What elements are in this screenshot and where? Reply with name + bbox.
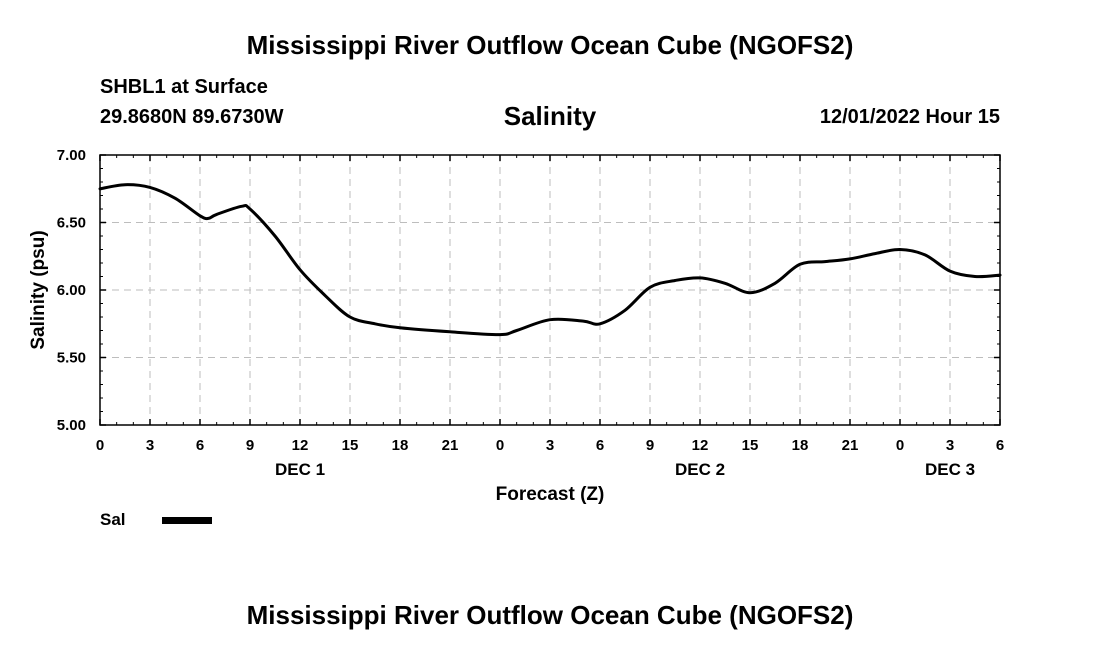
x-tick-label: 21 (442, 437, 459, 454)
x-tick-label: 6 (996, 437, 1004, 454)
main-title: Mississippi River Outflow Ocean Cube (NG… (246, 30, 854, 60)
date-label: DEC 2 (675, 460, 725, 479)
date-label: DEC 3 (925, 460, 975, 479)
axis-ticks (99, 154, 1001, 426)
x-tick-label: 21 (842, 437, 859, 454)
x-tick-label: 15 (742, 437, 759, 454)
x-tick-label: 6 (196, 437, 204, 454)
x-tick-label: 6 (596, 437, 604, 454)
x-tick-label: 0 (96, 437, 104, 454)
series-line-sal (98, 183, 1002, 337)
chart-title: Salinity (503, 101, 597, 131)
y-tick-label: 6.00 (57, 282, 86, 299)
station-coordinates: 29.8680N 89.6730W (100, 106, 284, 128)
grid (100, 155, 1000, 425)
y-tick-label: 5.50 (57, 350, 86, 367)
legend-label: Sal (100, 510, 126, 529)
x-tick-label: 3 (146, 437, 154, 454)
x-tick-label: 9 (246, 437, 254, 454)
x-tick-label: 9 (646, 437, 654, 454)
x-tick-label: 3 (546, 437, 554, 454)
x-tick-label: 12 (692, 437, 709, 454)
y-tick-label: 6.50 (57, 215, 86, 232)
x-tick-label: 3 (946, 437, 954, 454)
x-tick-label: 0 (896, 437, 904, 454)
x-tick-label: 0 (496, 437, 504, 454)
x-tick-label: 18 (392, 437, 409, 454)
forecast-datetime: 12/01/2022 Hour 15 (819, 106, 1000, 128)
legend-line-swatch (162, 517, 212, 524)
station-label: SHBL1 at Surface (100, 76, 268, 98)
date-label: DEC 1 (275, 460, 325, 479)
y-tick-label: 7.00 (57, 147, 86, 164)
tick-labels: 0 3 6 9 12 15 18 21 0 3 6 9 12 15 18 21 0 3 6 5.00 5.50 6.00 6… (57, 147, 1004, 479)
y-tick-label: 5.00 (57, 417, 86, 434)
footer-title: Mississippi River Outflow Ocean Cube (NG… (246, 600, 854, 630)
x-tick-label: 12 (292, 437, 309, 454)
x-tick-label: 18 (792, 437, 809, 454)
x-axis-label: Forecast (Z) (496, 484, 605, 505)
x-tick-label: 15 (342, 437, 359, 454)
y-axis-label: Salinity (psu) (28, 230, 49, 349)
